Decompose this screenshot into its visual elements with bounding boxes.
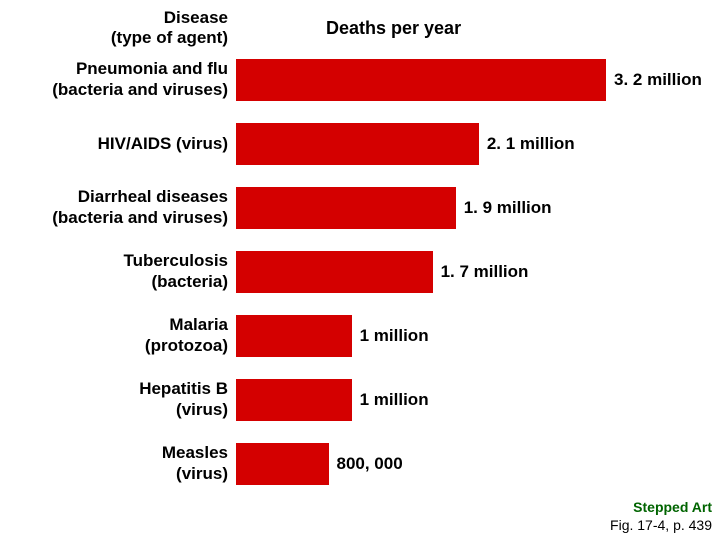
footer: Stepped Art Fig. 17-4, p. 439 — [610, 498, 712, 534]
bar — [236, 187, 456, 229]
row-label: HIV/AIDS (virus) — [0, 134, 236, 154]
row-label: Pneumonia and flu(bacteria and viruses) — [0, 59, 236, 100]
row-value: 2. 1 million — [479, 134, 575, 154]
chart-row: HIV/AIDS (virus) 2. 1 million — [0, 123, 720, 165]
header-disease: Disease (type of agent) — [0, 8, 236, 49]
bar-wrap: 800, 000 — [236, 443, 403, 485]
bar — [236, 123, 479, 165]
chart-row: Measles(virus) 800, 000 — [0, 443, 720, 485]
bar-wrap: 1. 7 million — [236, 251, 528, 293]
header-left-line1: Disease — [164, 8, 228, 27]
row-value: 1 million — [352, 390, 429, 410]
chart-row: Malaria(protozoa) 1 million — [0, 315, 720, 357]
row-label: Hepatitis B(virus) — [0, 379, 236, 420]
bar-wrap: 1. 9 million — [236, 187, 552, 229]
bar-wrap: 1 million — [236, 379, 429, 421]
figure-reference: Fig. 17-4, p. 439 — [610, 516, 712, 534]
header-left-line2: (type of agent) — [111, 28, 228, 47]
chart-row: Hepatitis B(virus) 1 million — [0, 379, 720, 421]
chart-rows: Pneumonia and flu(bacteria and viruses) 3… — [0, 59, 720, 485]
chart-row: Diarrheal diseases(bacteria and viruses)… — [0, 187, 720, 229]
chart-header: Disease (type of agent) Deaths per year — [0, 8, 720, 49]
row-label: Tuberculosis(bacteria) — [0, 251, 236, 292]
bar — [236, 59, 606, 101]
header-deaths: Deaths per year — [236, 18, 461, 39]
row-label: Diarrheal diseases(bacteria and viruses) — [0, 187, 236, 228]
row-value: 3. 2 million — [606, 70, 702, 90]
bar-wrap: 1 million — [236, 315, 429, 357]
bar — [236, 379, 352, 421]
bar — [236, 251, 433, 293]
bar-wrap: 2. 1 million — [236, 123, 575, 165]
chart-row: Pneumonia and flu(bacteria and viruses) 3… — [0, 59, 720, 101]
stepped-art-label: Stepped Art — [610, 498, 712, 516]
row-value: 1. 9 million — [456, 198, 552, 218]
row-label: Measles(virus) — [0, 443, 236, 484]
row-value: 1. 7 million — [433, 262, 529, 282]
row-value: 1 million — [352, 326, 429, 346]
row-value: 800, 000 — [329, 454, 403, 474]
chart-row: Tuberculosis(bacteria) 1. 7 million — [0, 251, 720, 293]
bar — [236, 443, 329, 485]
bar-wrap: 3. 2 million — [236, 59, 702, 101]
deaths-bar-chart: Disease (type of agent) Deaths per year … — [0, 8, 720, 507]
row-label: Malaria(protozoa) — [0, 315, 236, 356]
bar — [236, 315, 352, 357]
